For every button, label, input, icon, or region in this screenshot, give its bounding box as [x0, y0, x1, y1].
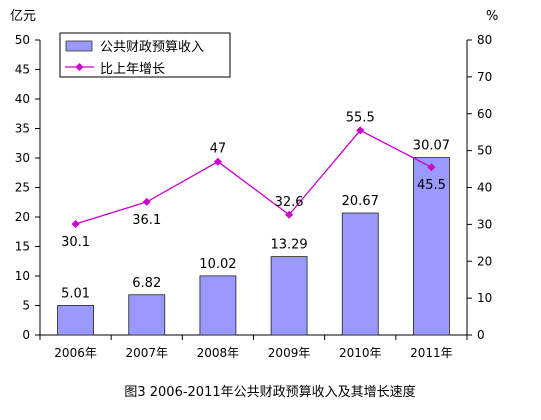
x-tick-label: 2011年 [410, 346, 453, 360]
right-tick-label: 40 [477, 181, 492, 195]
left-tick-label: 45 [15, 63, 30, 77]
bar-value-label: 6.82 [132, 276, 161, 291]
left-tick-label: 35 [15, 122, 30, 136]
right-tick-label: 20 [477, 254, 492, 268]
right-tick-label: 70 [477, 70, 492, 84]
line-point [427, 163, 436, 172]
bar-value-label: 5.01 [61, 286, 90, 301]
left-tick-label: 25 [15, 181, 30, 195]
x-tick-label: 2007年 [125, 346, 168, 360]
left-tick-label: 50 [15, 33, 30, 47]
left-tick-label: 15 [15, 240, 30, 254]
bar-value-label: 20.67 [342, 194, 379, 209]
bar [128, 294, 166, 336]
right-tick-label: 80 [477, 33, 492, 47]
x-tick-label: 2009年 [268, 346, 311, 360]
line-point [356, 126, 365, 135]
bar-series: 5.01 6.82 10.02 13.29 20.67 30.07 [57, 139, 450, 336]
bar-value-label: 30.07 [413, 139, 450, 154]
left-tick-label: 5 [22, 299, 30, 313]
right-tick-label: 60 [477, 107, 492, 121]
legend: 公共财政预算收入 比上年增长 [59, 32, 231, 78]
x-tick-label: 2006年 [54, 346, 97, 360]
line-value-label: 47 [210, 142, 227, 157]
growth-line [75, 129, 432, 225]
x-tick-label: 2010年 [339, 346, 382, 360]
legend-box [59, 32, 231, 78]
bar [413, 157, 450, 336]
left-tick-label: 20 [15, 210, 30, 224]
left-tick-label: 0 [22, 328, 30, 342]
line-point [285, 210, 294, 219]
right-axis-unit: % [486, 9, 498, 24]
legend-bar-swatch [65, 40, 93, 52]
line-value-label: 32.6 [275, 195, 304, 210]
line-point [71, 220, 80, 229]
bar [341, 212, 379, 336]
left-tick-label: 10 [15, 269, 30, 283]
right-tick-label: 50 [477, 144, 492, 158]
bar [199, 275, 237, 336]
line-series: 30.1 36.1 47 32.6 55.5 45.5 [61, 110, 446, 250]
axes: 0 5 10 15 20 25 30 35 40 45 50 0 10 20 30 40 50 60 70 80 200… [15, 33, 493, 360]
bar [57, 305, 94, 336]
left-tick-label: 40 [15, 92, 30, 106]
line-value-label: 30.1 [61, 235, 90, 250]
x-tick-label: 2008年 [197, 346, 240, 360]
bar-value-label: 13.29 [270, 238, 307, 253]
right-tick-label: 30 [477, 217, 492, 231]
line-value-label: 36.1 [132, 213, 161, 228]
left-tick-label: 30 [15, 151, 30, 165]
legend-line-marker [75, 63, 84, 71]
legend-line-label: 比上年增长 [100, 62, 165, 77]
chart-caption: 图3 2006-2011年公共财政预算收入及其增长速度 [124, 384, 415, 400]
legend-bar-label: 公共财政预算收入 [100, 40, 204, 55]
line-value-label: 55.5 [346, 110, 375, 125]
left-axis-unit: 亿元 [10, 9, 36, 24]
line-point [142, 197, 151, 206]
right-tick-label: 0 [477, 328, 485, 342]
line-value-label: 45.5 [417, 178, 446, 193]
line-point [213, 157, 222, 166]
right-tick-label: 10 [477, 291, 492, 305]
bar-value-label: 10.02 [199, 257, 236, 272]
bar [270, 256, 308, 336]
